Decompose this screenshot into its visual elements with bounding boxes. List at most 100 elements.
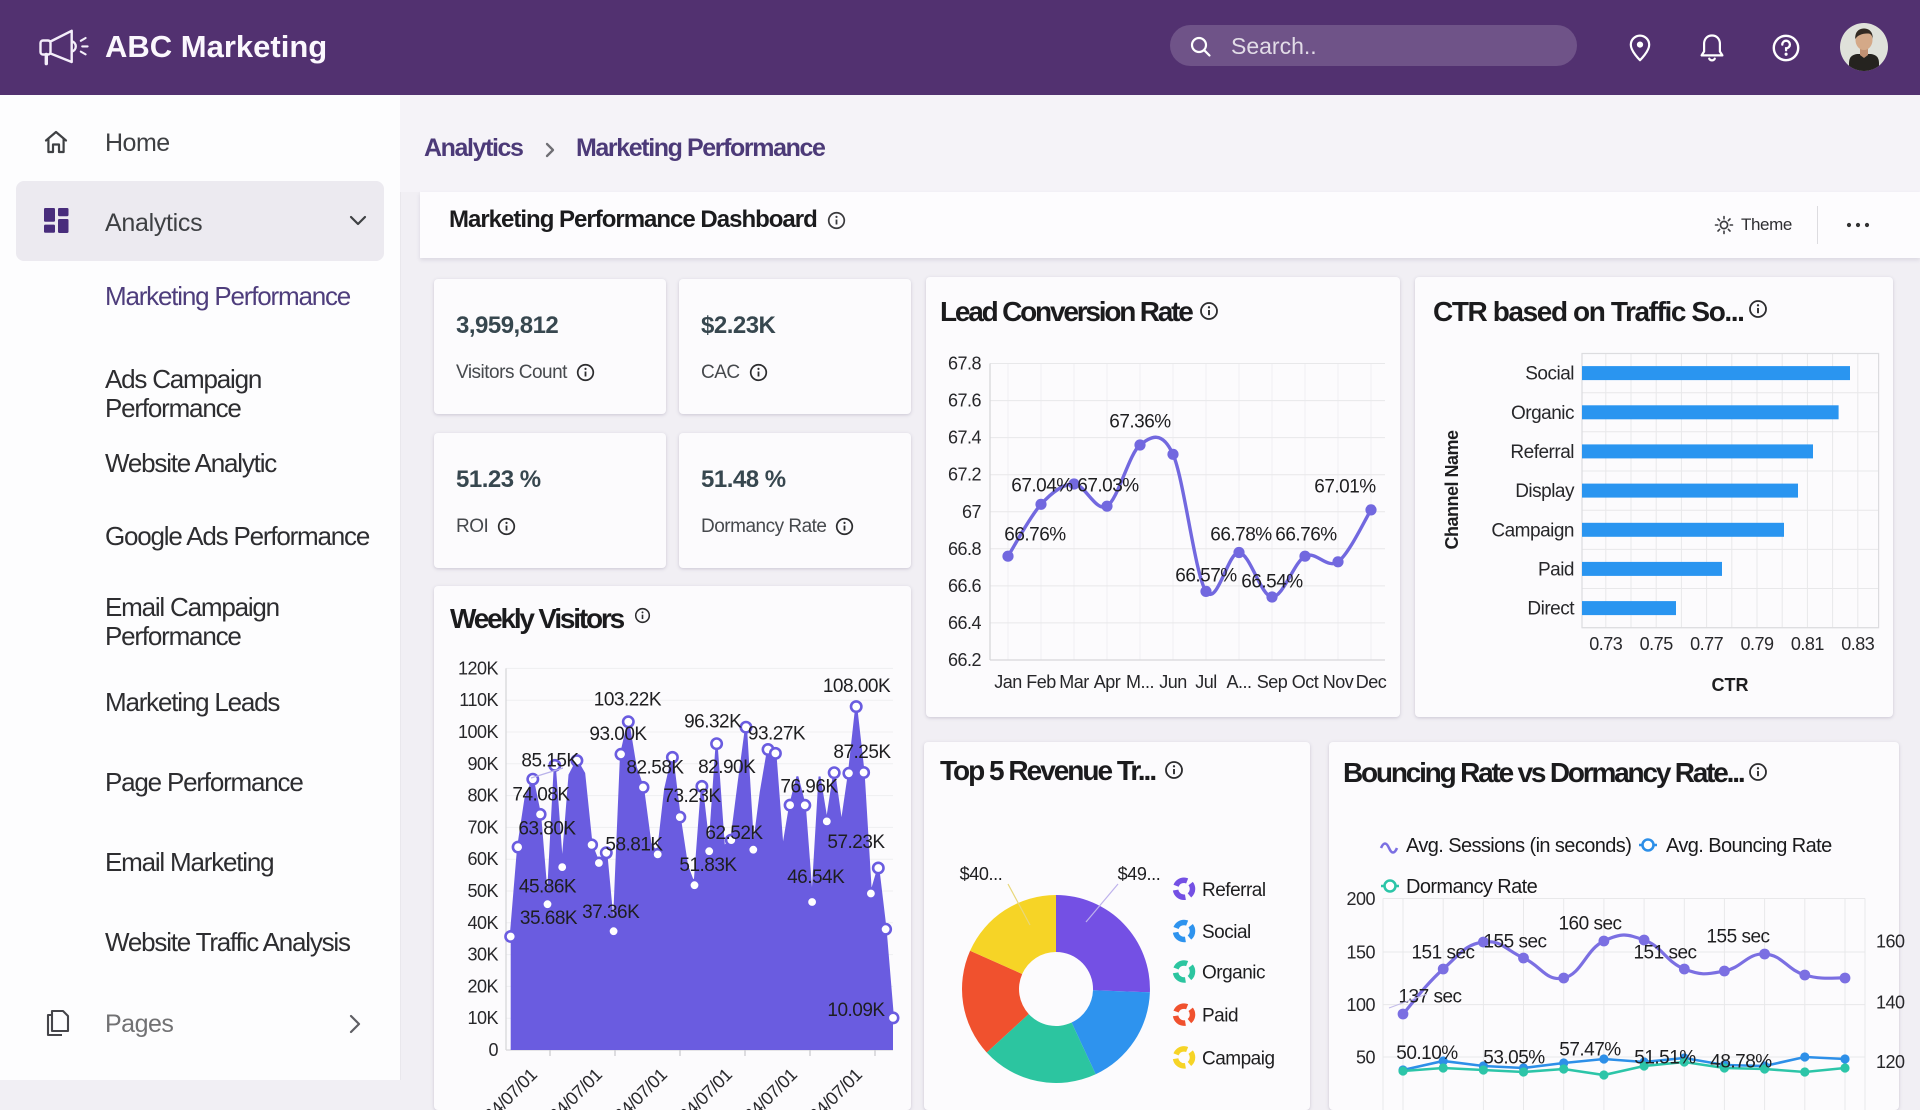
svg-text:160: 160: [1876, 932, 1905, 952]
svg-text:85.15K: 85.15K: [521, 751, 579, 772]
svg-text:0: 0: [488, 1040, 498, 1060]
svg-text:50K: 50K: [467, 881, 498, 901]
svg-text:0.79: 0.79: [1740, 634, 1774, 654]
svg-text:62.52K: 62.52K: [705, 823, 763, 844]
svg-text:45.86K: 45.86K: [519, 877, 577, 898]
svg-text:57.47%: 57.47%: [1559, 1040, 1621, 1061]
svg-text:0.81: 0.81: [1791, 634, 1825, 654]
svg-text:51.51%: 51.51%: [1634, 1048, 1696, 1069]
svg-text:76.96K: 76.96K: [780, 777, 838, 798]
svg-text:66.2: 66.2: [948, 650, 982, 670]
svg-text:$49...: $49...: [1118, 864, 1161, 884]
svg-text:151 sec: 151 sec: [1411, 943, 1474, 964]
svg-text:Dormancy Rate: Dormancy Rate: [1406, 876, 1538, 898]
svg-text:Organic: Organic: [1202, 963, 1265, 984]
svg-text:Feb: Feb: [1026, 672, 1056, 692]
svg-text:66.6: 66.6: [948, 576, 982, 596]
svg-text:0.77: 0.77: [1690, 634, 1724, 654]
svg-text:37.36K: 37.36K: [582, 902, 640, 923]
svg-text:66.54%: 66.54%: [1241, 572, 1303, 593]
svg-text:80K: 80K: [467, 786, 498, 806]
svg-text:Dec: Dec: [1356, 672, 1387, 692]
svg-text:Paid: Paid: [1202, 1006, 1238, 1027]
svg-text:87.25K: 87.25K: [833, 742, 891, 763]
svg-text:53.05%: 53.05%: [1483, 1048, 1545, 1069]
svg-text:82.90K: 82.90K: [698, 757, 756, 778]
svg-text:100K: 100K: [458, 722, 499, 742]
svg-text:0.73: 0.73: [1589, 634, 1623, 654]
svg-text:CTR: CTR: [1712, 675, 1749, 695]
svg-text:66.8: 66.8: [948, 539, 982, 559]
svg-text:155 sec: 155 sec: [1483, 932, 1546, 953]
svg-text:90K: 90K: [467, 754, 498, 774]
svg-text:120K: 120K: [458, 658, 499, 678]
svg-text:Avg. Sessions (in seconds): Avg. Sessions (in seconds): [1406, 835, 1631, 857]
svg-text:Jun: Jun: [1159, 672, 1187, 692]
svg-text:70K: 70K: [467, 817, 498, 837]
svg-text:74.08K: 74.08K: [512, 785, 570, 806]
svg-text:66.57%: 66.57%: [1175, 566, 1237, 587]
svg-text:20K: 20K: [467, 976, 498, 996]
svg-text:Mar: Mar: [1059, 672, 1089, 692]
svg-text:50: 50: [1356, 1048, 1376, 1068]
svg-text:M...: M...: [1126, 672, 1154, 692]
svg-text:67.36%: 67.36%: [1109, 412, 1171, 433]
svg-text:Avg. Bouncing Rate: Avg. Bouncing Rate: [1666, 835, 1832, 857]
svg-text:110K: 110K: [459, 690, 498, 710]
svg-text:0.83: 0.83: [1841, 634, 1875, 654]
svg-text:30K: 30K: [467, 945, 498, 965]
svg-text:67.8: 67.8: [948, 354, 982, 374]
svg-text:67.04%: 67.04%: [1011, 476, 1073, 497]
svg-text:10.09K: 10.09K: [827, 1000, 885, 1021]
svg-text:93.27K: 93.27K: [748, 723, 806, 744]
svg-text:93.00K: 93.00K: [589, 724, 647, 745]
svg-text:46.54K: 46.54K: [787, 867, 845, 888]
svg-text:Organic: Organic: [1511, 403, 1574, 424]
svg-text:67.6: 67.6: [948, 391, 982, 411]
svg-text:151 sec: 151 sec: [1633, 943, 1696, 964]
svg-text:Sep: Sep: [1257, 672, 1288, 692]
svg-text:66.76%: 66.76%: [1004, 525, 1066, 546]
svg-text:82.58K: 82.58K: [626, 757, 684, 778]
svg-text:58.81K: 58.81K: [605, 835, 663, 856]
svg-text:Direct: Direct: [1527, 599, 1575, 620]
svg-text:63.80K: 63.80K: [518, 819, 576, 840]
svg-text:67.01%: 67.01%: [1314, 477, 1376, 498]
svg-text:137 sec: 137 sec: [1398, 987, 1461, 1008]
svg-text:Campaign: Campaign: [1491, 520, 1574, 541]
svg-text:0.75: 0.75: [1640, 634, 1674, 654]
svg-text:51.83K: 51.83K: [679, 855, 737, 876]
svg-text:140: 140: [1876, 993, 1905, 1013]
svg-text:160 sec: 160 sec: [1558, 914, 1621, 935]
svg-text:73.23K: 73.23K: [663, 786, 721, 807]
svg-text:10K: 10K: [467, 1008, 498, 1028]
svg-text:Social: Social: [1525, 364, 1574, 385]
svg-text:66.78%: 66.78%: [1210, 525, 1272, 546]
svg-text:108.00K: 108.00K: [823, 676, 891, 697]
svg-text:Referral: Referral: [1202, 880, 1266, 901]
svg-text:A...: A...: [1226, 672, 1251, 692]
svg-text:66.4: 66.4: [948, 613, 982, 633]
svg-text:150: 150: [1346, 943, 1375, 963]
svg-text:Jan: Jan: [994, 672, 1022, 692]
svg-text:Oct: Oct: [1292, 672, 1319, 692]
svg-text:Paid: Paid: [1538, 559, 1574, 580]
svg-text:Display: Display: [1515, 481, 1575, 502]
svg-text:66.76%: 66.76%: [1275, 525, 1337, 546]
svg-text:103.22K: 103.22K: [594, 690, 662, 711]
svg-text:100: 100: [1346, 995, 1375, 1015]
svg-text:120: 120: [1876, 1052, 1905, 1072]
svg-text:60K: 60K: [467, 849, 498, 869]
svg-text:67: 67: [962, 502, 982, 522]
svg-text:Nov: Nov: [1323, 672, 1354, 692]
svg-text:Referral: Referral: [1510, 442, 1574, 463]
svg-text:Apr: Apr: [1094, 672, 1121, 692]
svg-text:57.23K: 57.23K: [827, 832, 885, 853]
svg-text:$40...: $40...: [960, 864, 1003, 884]
svg-text:Campaig: Campaig: [1202, 1048, 1275, 1069]
svg-text:67.03%: 67.03%: [1077, 476, 1139, 497]
svg-text:67.2: 67.2: [948, 465, 982, 485]
svg-text:Social: Social: [1202, 922, 1251, 943]
svg-text:50.10%: 50.10%: [1396, 1043, 1458, 1064]
svg-text:96.32K: 96.32K: [684, 712, 742, 733]
